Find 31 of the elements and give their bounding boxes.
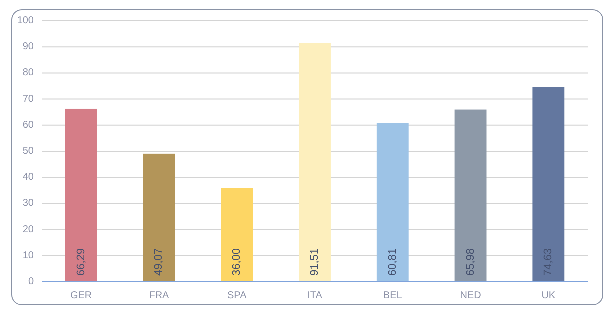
y-tick-label: 20 (22, 224, 34, 236)
bar (376, 123, 409, 282)
data-label: 36,00 (231, 248, 244, 276)
data-label: 66,29 (75, 248, 88, 276)
y-tick-label: 50 (22, 146, 34, 157)
y-tick-label: 60 (22, 120, 34, 131)
data-label: 91,51 (309, 248, 321, 276)
data-label: 60,81 (386, 248, 399, 276)
y-tick-label: 80 (22, 68, 34, 79)
x-tick-label: GER (70, 290, 92, 302)
y-tick-label: 30 (22, 198, 34, 210)
y-tick-label: 40 (22, 172, 34, 184)
bar (221, 188, 254, 282)
y-tick-label: 10 (22, 250, 34, 262)
y-tick-label: 90 (22, 42, 34, 53)
data-label: 65,98 (464, 248, 477, 276)
bar (454, 110, 487, 282)
y-tick-label: 70 (22, 94, 34, 105)
bar (532, 87, 565, 282)
x-tick-label: UK (542, 290, 556, 302)
y-tick-label: 100 (17, 16, 34, 26)
bar (299, 43, 331, 282)
x-tick-label: NED (460, 290, 482, 302)
x-tick-label: SPA (227, 290, 248, 302)
x-tick-label: BEL (383, 290, 403, 302)
x-tick-label: FRA (149, 290, 170, 302)
y-tick-label: 0 (28, 276, 34, 288)
bar (65, 108, 98, 282)
x-tick-label: ITA (308, 290, 323, 302)
data-label: 49,07 (153, 248, 166, 276)
bar (143, 154, 176, 282)
